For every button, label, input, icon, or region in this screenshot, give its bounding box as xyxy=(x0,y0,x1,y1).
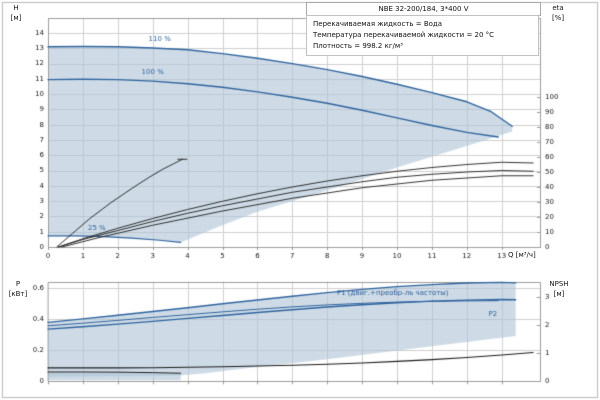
p-axis-symbol: P xyxy=(15,280,21,288)
h-axis-unit: [м] xyxy=(10,14,22,22)
npsh-axis-symbol: NPSH xyxy=(549,280,569,288)
right-axis-title-eta: eta [%] xyxy=(543,3,573,23)
npsh-axis-unit: [м] xyxy=(553,290,565,298)
info-line-temperature: Температура перекачиваемой жидкости = 20… xyxy=(313,31,495,39)
h-axis-symbol: H xyxy=(13,4,19,12)
info-line-density: Плотность = 998.2 кг/м³ xyxy=(313,42,403,50)
left-axis-title-power: P [кВт] xyxy=(2,279,34,299)
flow-axis-label: Q [м³/ч] xyxy=(508,251,536,259)
info-line-fluid: Перекачиваемая жидкость = Вода xyxy=(313,20,443,28)
fluid-info-box: Перекачиваемая жидкость = Вода Температу… xyxy=(306,15,539,56)
eta-axis-symbol: eta xyxy=(552,4,564,12)
p-axis-unit: [кВт] xyxy=(8,290,28,298)
eta-axis-unit: [%] xyxy=(551,14,565,22)
right-axis-title-npsh: NPSH [м] xyxy=(541,279,577,299)
pump-model-title: NBE 32-200/184, 3*400 V xyxy=(306,2,541,16)
left-axis-title-head: H [м] xyxy=(2,3,30,23)
